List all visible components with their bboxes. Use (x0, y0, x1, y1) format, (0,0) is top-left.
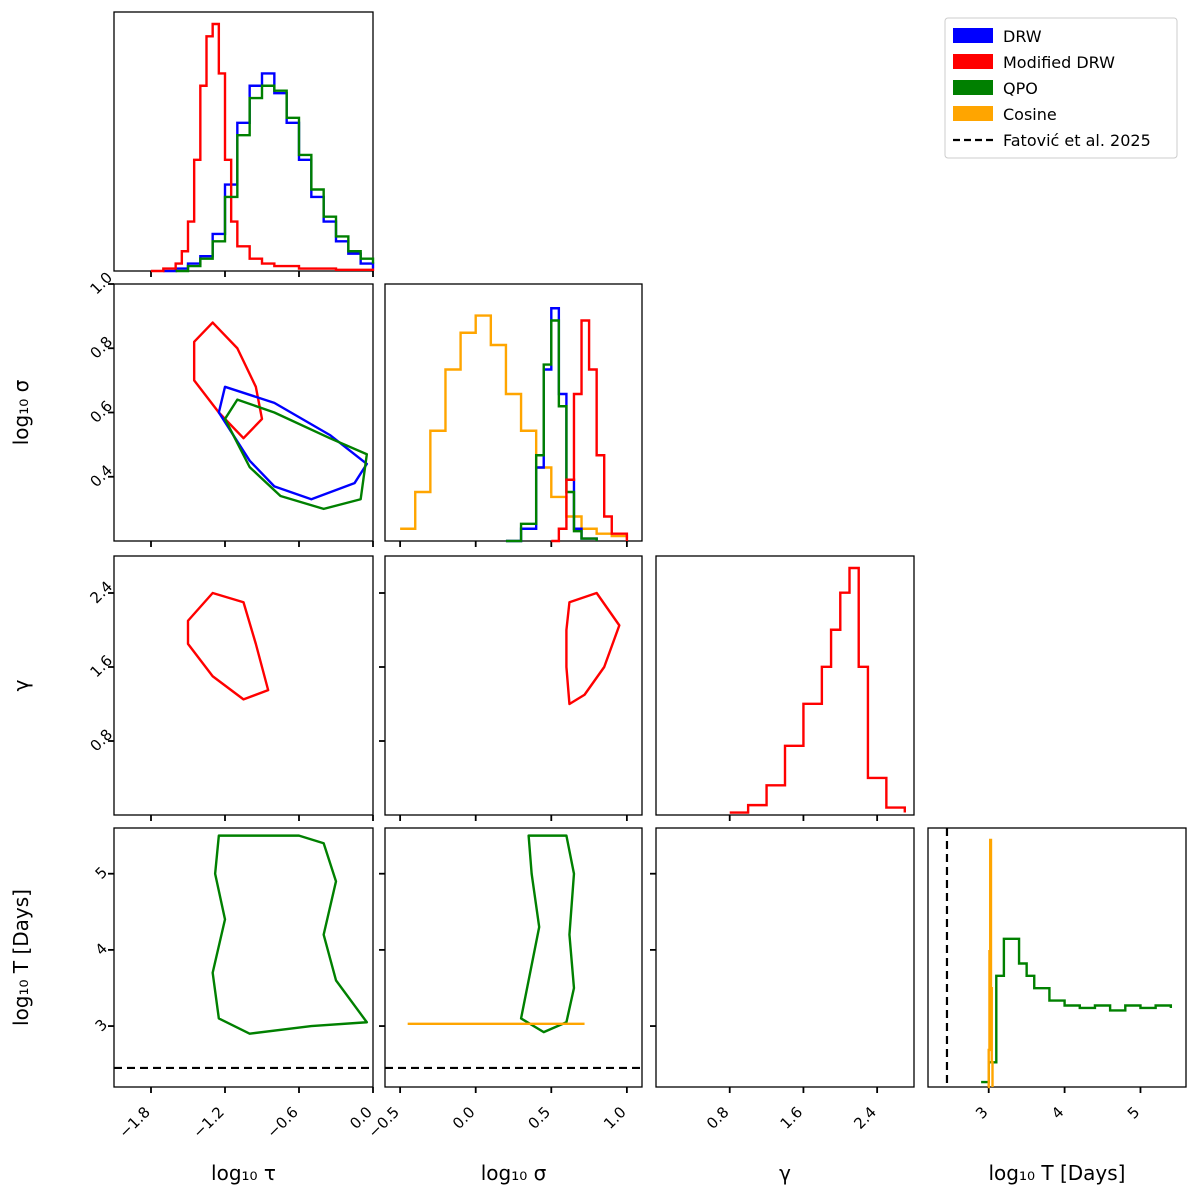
legend-swatch (953, 106, 993, 121)
y-tick-label: 0.4 (86, 461, 116, 491)
contour-sigma_vs_tau-modified-drw (194, 323, 262, 439)
y-axis-label: log₁₀ T [Days] (9, 889, 33, 1026)
legend-swatch (953, 54, 993, 69)
x-tick-label: 5 (1124, 1103, 1143, 1122)
x-axis-label: γ (779, 1161, 791, 1185)
panel-3-3 (928, 828, 1186, 1087)
x-axis-label: log₁₀ τ (211, 1161, 276, 1185)
contour-sigma_vs_tau-drw (219, 387, 367, 499)
contour-T_vs_sigma-qpo (521, 836, 574, 1033)
x-tick-label: 1.6 (777, 1103, 807, 1133)
x-tick-label: 0.5 (525, 1103, 555, 1133)
legend-label: Modified DRW (1003, 53, 1115, 72)
histogram-log_T-cosine (988, 840, 993, 1087)
panel-0-0 (114, 12, 373, 271)
corner-plot: −1.8 −1.2 −0.6 0.0log₁₀ τ−0.5 0.0 0.5 1.0log₁₀… (0, 0, 1200, 1200)
x-tick-label: 4 (1048, 1103, 1067, 1122)
histogram-log_sigma-qpo (506, 321, 597, 542)
panel-3-1 (385, 828, 642, 1087)
histogram-log_sigma-modified-drw (551, 321, 627, 542)
panel-1-0 (114, 284, 373, 541)
y-axis-label: log₁₀ σ (9, 379, 33, 445)
y-axis-label: γ (9, 679, 33, 691)
x-axis-label: log₁₀ σ (481, 1161, 547, 1185)
x-axis-label: log₁₀ T [Days] (989, 1161, 1126, 1185)
panel-2-1 (385, 556, 642, 815)
contour-gamma_vs_sigma-modified-drw (566, 593, 619, 704)
x-tick-label: 0.8 (703, 1103, 733, 1133)
legend-swatch (953, 28, 993, 43)
panel-3-0 (114, 828, 373, 1087)
panel-2-0 (114, 556, 373, 815)
legend-label: Cosine (1003, 105, 1057, 124)
y-tick-label: 0.6 (86, 397, 116, 427)
x-tick-label: −1.8 (115, 1103, 153, 1141)
histogram-log_tau-qpo (176, 86, 373, 271)
legend-label: QPO (1003, 79, 1038, 98)
histogram-log_T-qpo (981, 939, 1171, 1082)
x-tick-label: −0.5 (364, 1103, 402, 1141)
y-tick-label: 2.4 (86, 577, 116, 607)
legend-label: DRW (1003, 27, 1042, 46)
legend-swatch (953, 80, 993, 95)
legend: DRW Modified DRW QPO Cosine Fatović et al. 2… (945, 18, 1177, 158)
contour-gamma_vs_tau-modified-drw (188, 593, 268, 699)
x-tick-label: −1.2 (189, 1103, 227, 1141)
x-tick-label: 0.0 (449, 1103, 479, 1133)
x-tick-label: −0.6 (263, 1103, 301, 1141)
y-tick-label: 1.6 (86, 651, 116, 681)
y-tick-label: 0.8 (86, 725, 116, 755)
y-tick-label: 1.0 (86, 268, 116, 298)
histogram-log_tau-modified-drw (151, 24, 373, 271)
histogram-log_sigma-cosine (400, 316, 627, 539)
x-tick-label: 3 (972, 1103, 991, 1122)
contour-T_vs_tau-qpo (213, 836, 367, 1034)
x-tick-label: 1.0 (600, 1103, 630, 1133)
panel-3-2 (656, 828, 914, 1087)
histogram-gamma-modified-drw (730, 568, 905, 813)
legend-label: Fatović et al. 2025 (1003, 131, 1151, 150)
y-tick-label: 0.8 (86, 333, 116, 363)
x-tick-label: 2.4 (850, 1103, 880, 1133)
